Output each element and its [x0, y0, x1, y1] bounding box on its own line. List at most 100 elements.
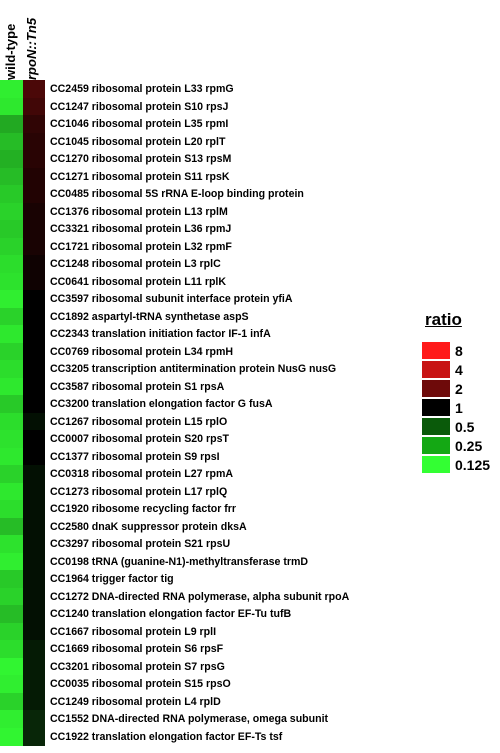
row-label: CC3587 ribosomal protein S1 rpsA [50, 380, 225, 393]
heatmap-cell [0, 570, 23, 588]
heatmap-cell [23, 727, 45, 746]
heatmap-cell [23, 202, 45, 221]
heatmap-cell [23, 150, 45, 168]
heatmap-cell [0, 675, 23, 693]
heatmap-cell [0, 640, 23, 658]
heatmap-cell [23, 640, 45, 658]
heatmap-cell [23, 482, 45, 501]
heatmap-cell [0, 132, 23, 151]
heatmap-cell [0, 482, 23, 501]
legend-label: 0.125 [455, 457, 491, 473]
heatmap-cell [23, 80, 45, 98]
heatmap-cell [0, 290, 23, 308]
row-label: CC3321 ribosomal protein L36 rpmJ [50, 223, 232, 235]
row-label: CC1964 trigger factor tig [50, 573, 174, 585]
heatmap-cell [0, 727, 23, 746]
row-label: CC1667 ribosomal protein L9 rplI [50, 625, 217, 638]
row-label: CC1920 ribosome recycling factor frr [50, 503, 237, 515]
legend-title: ratio [425, 310, 462, 329]
legend-swatch [422, 380, 450, 397]
column-label-wild-type: wild-type [3, 23, 18, 80]
row-label: CC1045 ribosomal protein L20 rplT [50, 135, 226, 148]
heatmap-cell [0, 535, 23, 553]
row-label: CC2580 dnaK suppressor protein dksA [50, 520, 247, 533]
legend-swatch [422, 342, 450, 359]
heatmap-cell [23, 605, 45, 623]
heatmap-cell [0, 605, 23, 623]
heatmap-cell [0, 97, 23, 116]
row-label: CC0318 ribosomal protein L27 rpmA [50, 468, 234, 480]
row-label: CC1273 ribosomal protein L17 rplQ [50, 485, 228, 498]
heatmap-cell [0, 115, 23, 133]
row-label: CC0035 ribosomal protein S15 rpsO [50, 678, 231, 690]
heatmap-cell [23, 675, 45, 693]
heatmap-cell [23, 237, 45, 256]
legend-swatch [422, 456, 450, 473]
legend-label: 4 [455, 362, 463, 378]
heatmap-cell [0, 657, 23, 676]
heatmap-cell [23, 587, 45, 606]
row-label: CC0198 tRNA (guanine-N1)-methyltransfera… [50, 555, 309, 568]
heatmap-cell [0, 430, 23, 448]
row-label: CC2459 ribosomal protein L33 rpmG [50, 83, 234, 95]
heatmap-cell [0, 500, 23, 518]
row-label: CC1270 ribosomal protein S13 rpsM [50, 153, 232, 165]
heatmap-cell [23, 272, 45, 291]
heatmap-cell [23, 97, 45, 116]
row-label: CC1922 translation elongation factor EF-… [50, 730, 283, 743]
row-label: CC1721 ribosomal protein L32 rpmF [50, 240, 232, 253]
heatmap-cell [23, 570, 45, 588]
heatmap-cell [23, 395, 45, 413]
heatmap-cell [23, 465, 45, 483]
heatmap-cell [0, 80, 23, 98]
heatmap-cell [23, 307, 45, 326]
heatmap-cell [23, 500, 45, 518]
heatmap-cell [0, 465, 23, 483]
heatmap-cell [23, 430, 45, 448]
heatmap-cell [23, 377, 45, 396]
row-label: CC1272 DNA-directed RNA polymerase, alph… [50, 590, 350, 603]
heatmap-cell [23, 360, 45, 378]
heatmap-cell [0, 202, 23, 221]
row-label: CC1271 ribosomal protein S11 rpsK [50, 170, 230, 183]
row-label: CC1240 translation elongation factor EF-… [50, 608, 292, 620]
heatmap-cell [23, 342, 45, 361]
heatmap-cell [23, 132, 45, 151]
row-label: CC0007 ribosomal protein S20 rpsT [50, 433, 229, 445]
heatmap-cell [23, 517, 45, 536]
heatmap-cell [0, 412, 23, 431]
heatmap-cell [0, 325, 23, 343]
heatmap-cell [0, 167, 23, 186]
row-label: CC1376 ribosomal protein L13 rplM [50, 205, 228, 218]
legend-label: 0.5 [455, 419, 475, 435]
legend-label: 0.25 [455, 438, 483, 454]
row-label: CC1267 ribosomal protein L15 rplO [50, 415, 228, 428]
heatmap-cell [0, 150, 23, 168]
row-label: CC0641 ribosomal protein L11 rplK [50, 275, 227, 288]
row-label: CC1249 ribosomal protein L4 rplD [50, 695, 221, 708]
legend-swatch [422, 437, 450, 454]
row-label: CC3200 translation elongation factor G f… [50, 398, 273, 410]
heatmap-cell [0, 237, 23, 256]
row-label: CC1669 ribosomal protein S6 rpsF [50, 643, 224, 655]
heatmap-cell [23, 412, 45, 431]
heatmap-cell [23, 657, 45, 676]
heatmap-cell [23, 255, 45, 273]
heatmap-cell [0, 360, 23, 378]
heatmap-cell [23, 115, 45, 133]
heatmap-cell [23, 185, 45, 203]
row-label: CC3201 ribosomal protein S7 rpsG [50, 660, 225, 673]
row-label: CC1247 ribosomal protein S10 rpsJ [50, 100, 229, 113]
heatmap-cell [0, 587, 23, 606]
row-label: CC0769 ribosomal protein L34 rpmH [50, 345, 234, 358]
heatmap-cell [23, 220, 45, 238]
row-label: CC0485 ribosomal 5S rRNA E-loop binding … [50, 188, 304, 200]
heatmap-cell [23, 290, 45, 308]
heatmap-cell [0, 377, 23, 396]
row-label: CC1892 aspartyl-tRNA synthetase aspS [50, 310, 249, 323]
row-label: CC3205 transcription antitermination pro… [50, 363, 337, 375]
row-label: CC3597 ribosomal subunit interface prote… [50, 293, 293, 305]
heatmap-cell [0, 255, 23, 273]
heatmap-cell [0, 185, 23, 203]
heatmap-cell [0, 307, 23, 326]
